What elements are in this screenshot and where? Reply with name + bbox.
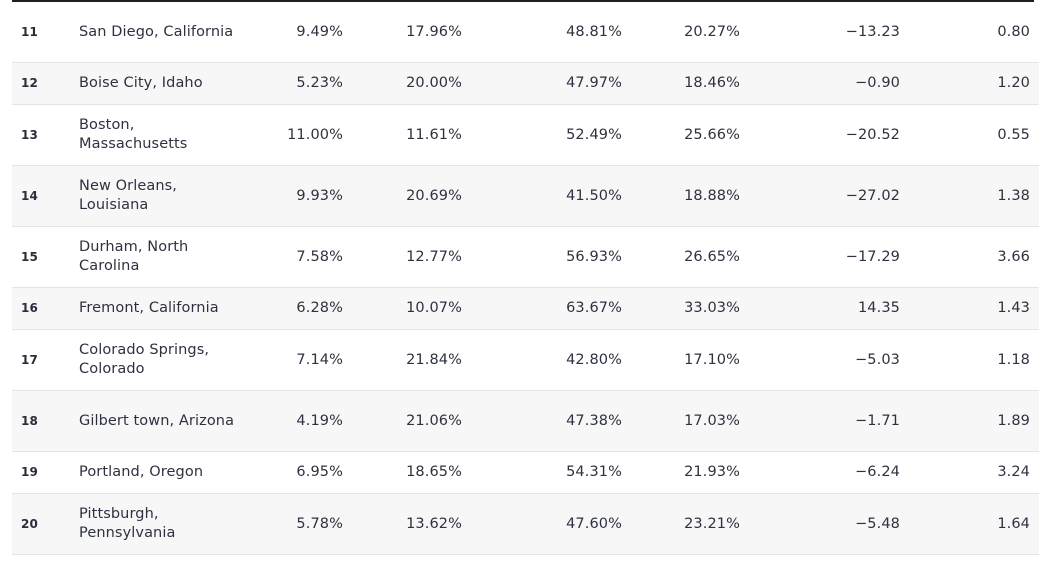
city-stats-table: 11 San Diego, California 9.49% 17.96% 48.81%… xyxy=(12,2,1039,555)
value-cell-3: 47.97% xyxy=(462,62,622,105)
rank-cell: 14 xyxy=(12,165,79,227)
value-cell-5: −6.24 xyxy=(740,451,900,494)
value-cell-5: −5.48 xyxy=(740,493,900,555)
table-row: 12 Boise City, Idaho 5.23% 20.00% 47.97% 18.4… xyxy=(12,62,1039,105)
table-row: 15 Durham, North Carolina 7.58% 12.77% 56.93… xyxy=(12,226,1039,288)
city-cell: Durham, North Carolina xyxy=(79,226,253,288)
value-cell-4: 17.10% xyxy=(622,329,740,391)
city-cell: Pittsburgh, Pennsylvania xyxy=(79,493,253,555)
value-cell-2: 11.61% xyxy=(343,104,462,166)
value-cell-2: 21.84% xyxy=(343,329,462,391)
value-cell-4: 17.03% xyxy=(622,390,740,452)
city-cell: San Diego, California xyxy=(79,2,253,63)
value-cell-5: −20.52 xyxy=(740,104,900,166)
city-cell: New Orleans, Louisiana xyxy=(79,165,253,227)
value-cell-4: 23.21% xyxy=(622,493,740,555)
value-cell-3: 48.81% xyxy=(462,2,622,63)
value-cell-5: −5.03 xyxy=(740,329,900,391)
table-row: 19 Portland, Oregon 6.95% 18.65% 54.31% 21.93… xyxy=(12,451,1039,494)
value-cell-5: −13.23 xyxy=(740,2,900,63)
value-cell-3: 47.38% xyxy=(462,390,622,452)
value-cell-5: −1.71 xyxy=(740,390,900,452)
rank-cell: 20 xyxy=(12,493,79,555)
city-cell: Boston, Massachusetts xyxy=(79,104,253,166)
value-cell-1: 11.00% xyxy=(253,104,343,166)
value-cell-6: 1.89 xyxy=(900,390,1039,452)
table-row: 13 Boston, Massachusetts 11.00% 11.61% 52.49… xyxy=(12,104,1039,166)
value-cell-3: 56.93% xyxy=(462,226,622,288)
value-cell-2: 12.77% xyxy=(343,226,462,288)
value-cell-2: 18.65% xyxy=(343,451,462,494)
table-row: 14 New Orleans, Louisiana 9.93% 20.69% 41.50… xyxy=(12,165,1039,227)
value-cell-6: 1.43 xyxy=(900,287,1039,330)
value-cell-3: 63.67% xyxy=(462,287,622,330)
value-cell-6: 1.18 xyxy=(900,329,1039,391)
rank-cell: 19 xyxy=(12,451,79,494)
value-cell-1: 6.28% xyxy=(253,287,343,330)
value-cell-1: 5.78% xyxy=(253,493,343,555)
rank-cell: 17 xyxy=(12,329,79,391)
data-table-container: 11 San Diego, California 9.49% 17.96% 48.81%… xyxy=(12,0,1039,555)
value-cell-4: 20.27% xyxy=(622,2,740,63)
value-cell-6: 0.55 xyxy=(900,104,1039,166)
rank-cell: 11 xyxy=(12,2,79,63)
value-cell-3: 42.80% xyxy=(462,329,622,391)
value-cell-5: −0.90 xyxy=(740,62,900,105)
value-cell-2: 20.00% xyxy=(343,62,462,105)
city-cell: Boise City, Idaho xyxy=(79,62,253,105)
value-cell-2: 13.62% xyxy=(343,493,462,555)
value-cell-6: 3.66 xyxy=(900,226,1039,288)
value-cell-4: 21.93% xyxy=(622,451,740,494)
value-cell-1: 9.93% xyxy=(253,165,343,227)
value-cell-6: 0.80 xyxy=(900,2,1039,63)
value-cell-3: 52.49% xyxy=(462,104,622,166)
value-cell-1: 4.19% xyxy=(253,390,343,452)
table-row: 16 Fremont, California 6.28% 10.07% 63.67% 33… xyxy=(12,287,1039,330)
city-cell: Colorado Springs, Colorado xyxy=(79,329,253,391)
city-cell: Fremont, California xyxy=(79,287,253,330)
value-cell-2: 20.69% xyxy=(343,165,462,227)
value-cell-6: 3.24 xyxy=(900,451,1039,494)
rank-cell: 15 xyxy=(12,226,79,288)
value-cell-6: 1.64 xyxy=(900,493,1039,555)
table-row: 17 Colorado Springs, Colorado 7.14% 21.84% 4… xyxy=(12,329,1039,391)
value-cell-1: 6.95% xyxy=(253,451,343,494)
city-cell: Portland, Oregon xyxy=(79,451,253,494)
value-cell-5: 14.35 xyxy=(740,287,900,330)
value-cell-5: −27.02 xyxy=(740,165,900,227)
value-cell-1: 5.23% xyxy=(253,62,343,105)
value-cell-3: 47.60% xyxy=(462,493,622,555)
value-cell-4: 33.03% xyxy=(622,287,740,330)
value-cell-6: 1.20 xyxy=(900,62,1039,105)
table-body: 11 San Diego, California 9.49% 17.96% 48.81%… xyxy=(12,2,1039,555)
rank-cell: 16 xyxy=(12,287,79,330)
value-cell-4: 18.88% xyxy=(622,165,740,227)
value-cell-4: 26.65% xyxy=(622,226,740,288)
value-cell-4: 25.66% xyxy=(622,104,740,166)
city-cell: Gilbert town, Arizona xyxy=(79,390,253,452)
value-cell-4: 18.46% xyxy=(622,62,740,105)
value-cell-1: 7.58% xyxy=(253,226,343,288)
table-top-rule xyxy=(12,0,1034,2)
rank-cell: 12 xyxy=(12,62,79,105)
value-cell-1: 7.14% xyxy=(253,329,343,391)
rank-cell: 18 xyxy=(12,390,79,452)
value-cell-1: 9.49% xyxy=(253,2,343,63)
value-cell-5: −17.29 xyxy=(740,226,900,288)
value-cell-2: 10.07% xyxy=(343,287,462,330)
table-row: 11 San Diego, California 9.49% 17.96% 48.81%… xyxy=(12,2,1039,63)
table-row: 20 Pittsburgh, Pennsylvania 5.78% 13.62% 47.… xyxy=(12,493,1039,555)
value-cell-2: 21.06% xyxy=(343,390,462,452)
value-cell-2: 17.96% xyxy=(343,2,462,63)
table-row: 18 Gilbert town, Arizona 4.19% 21.06% 47.38%… xyxy=(12,390,1039,452)
value-cell-6: 1.38 xyxy=(900,165,1039,227)
value-cell-3: 54.31% xyxy=(462,451,622,494)
value-cell-3: 41.50% xyxy=(462,165,622,227)
rank-cell: 13 xyxy=(12,104,79,166)
